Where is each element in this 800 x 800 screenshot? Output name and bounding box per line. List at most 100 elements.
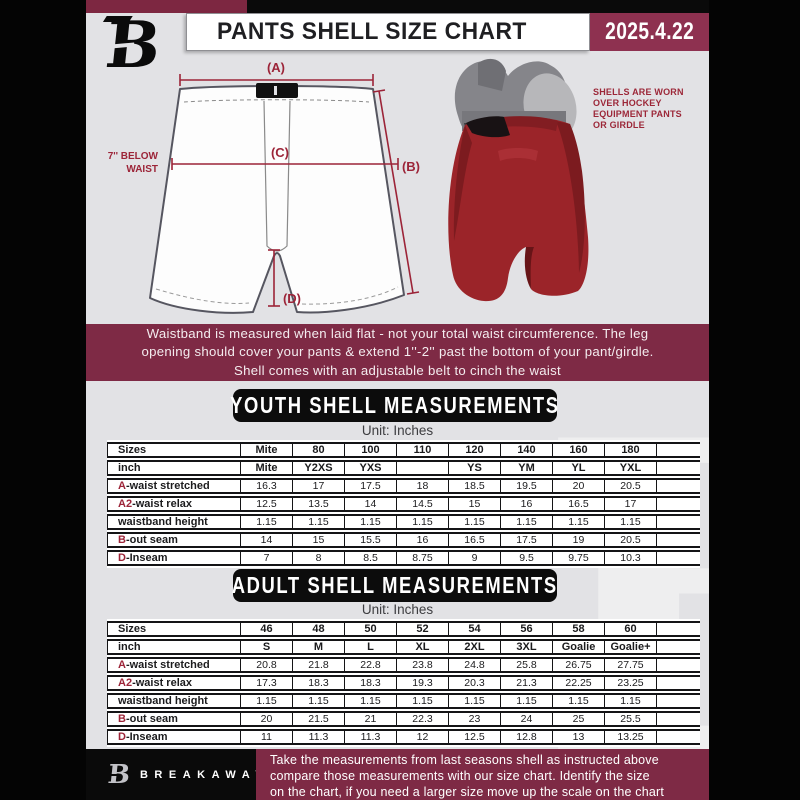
row-stub bbox=[657, 621, 700, 637]
size-cell: 1.15 bbox=[449, 514, 501, 530]
size-cell: 1.15 bbox=[605, 514, 657, 530]
size-cell: 22.8 bbox=[345, 657, 397, 673]
size-cell: 24.8 bbox=[449, 657, 501, 673]
center-panel-line bbox=[263, 100, 291, 252]
row-stub bbox=[657, 550, 700, 566]
top-black-strip bbox=[247, 0, 709, 13]
table-row: B-out seam 14 15 15.5 16 16.5 17.5 19 20.5 bbox=[107, 532, 700, 548]
table-row: inch S M L XL 2XL 3XL Goalie Goalie+ bbox=[107, 639, 700, 655]
size-cell: 17.5 bbox=[501, 532, 553, 548]
size-cell: 13.5 bbox=[293, 496, 345, 512]
size-cell: 100 bbox=[345, 442, 397, 458]
adult-size-table: Sizes 46 48 50 52 54 56 58 60 inch S M L XL 2XL 3XL Goal… bbox=[107, 619, 700, 747]
size-cell: YXS bbox=[345, 460, 397, 476]
row-stub bbox=[657, 532, 700, 548]
notice-line: Waistband is measured when laid flat - n… bbox=[146, 325, 649, 341]
size-cell: 20.8 bbox=[241, 657, 293, 673]
size-cell: 17 bbox=[293, 478, 345, 494]
size-cell: 1.15 bbox=[241, 514, 293, 530]
size-cell: 21.3 bbox=[501, 675, 553, 691]
row-label: Sizes bbox=[107, 442, 241, 458]
size-cell: 14 bbox=[241, 532, 293, 548]
size-cell: 1.15 bbox=[345, 693, 397, 709]
size-cell: 60 bbox=[605, 621, 657, 637]
row-label: A2-waist relax bbox=[107, 496, 241, 512]
adult-banner-text: ADULT SHELL MEASUREMENTS bbox=[232, 572, 558, 598]
size-cell: 7 bbox=[241, 550, 293, 566]
adult-unit-label: Unit: Inches bbox=[361, 602, 434, 617]
row-label: D-Inseam bbox=[107, 550, 241, 566]
size-cell: 17.5 bbox=[345, 478, 397, 494]
size-cell: 15 bbox=[293, 532, 345, 548]
size-cell: 23.25 bbox=[605, 675, 657, 691]
footer-line: Take the measurements from last seasons … bbox=[270, 753, 659, 767]
row-stub bbox=[657, 496, 700, 512]
page-title-box: PANTS SHELL SIZE CHART bbox=[186, 13, 590, 51]
table-row: inch Mite Y2XS YXS YS YM YL YXL bbox=[107, 460, 700, 476]
size-cell: XL bbox=[397, 639, 449, 655]
size-cell: 3XL bbox=[501, 639, 553, 655]
row-label: waistband height bbox=[107, 693, 241, 709]
measure-b-line bbox=[372, 89, 420, 295]
size-cell: 16.5 bbox=[449, 532, 501, 548]
side-note-line: OR GIRDLE bbox=[593, 120, 645, 130]
size-cell: 23 bbox=[449, 711, 501, 727]
size-cell: 9 bbox=[449, 550, 501, 566]
footer-logo-icon: B bbox=[105, 759, 132, 790]
size-cell: 48 bbox=[293, 621, 345, 637]
size-cell bbox=[397, 460, 449, 476]
size-cell: 21.5 bbox=[293, 711, 345, 727]
table-row: A-waist stretched 16.3 17 17.5 18 18.5 19.5 20 2… bbox=[107, 478, 700, 494]
measure-a-label: (A) bbox=[267, 60, 285, 75]
size-cell: 180 bbox=[605, 442, 657, 458]
size-cell: 15.5 bbox=[345, 532, 397, 548]
notice-line: Shell comes with an adjustable belt to c… bbox=[233, 362, 561, 378]
notice-line: opening should cover your pants & extend… bbox=[141, 344, 654, 360]
row-stub bbox=[657, 514, 700, 530]
size-cell: 1.15 bbox=[553, 514, 605, 530]
footer-line: on the chart, if you need a larger size … bbox=[270, 785, 665, 799]
waistband-dashed-line bbox=[183, 99, 370, 103]
size-cell: 52 bbox=[397, 621, 449, 637]
size-cell: 16 bbox=[501, 496, 553, 512]
row-stub bbox=[657, 442, 700, 458]
size-cell: 12.5 bbox=[449, 729, 501, 745]
size-cell: 19 bbox=[553, 532, 605, 548]
page-title: PANTS SHELL SIZE CHART bbox=[217, 18, 527, 45]
footer-brand-name: BREAKAWAY bbox=[139, 768, 269, 781]
size-cell: 80 bbox=[293, 442, 345, 458]
measure-d-label: (D) bbox=[283, 291, 301, 306]
side-note: SHELLS ARE WORN OVER HOCKEY EQUIPMENT PA… bbox=[593, 87, 705, 131]
youth-size-table: Sizes Mite 80 100 110 120 140 160 180 inch Mite Y2X… bbox=[107, 440, 700, 568]
size-cell: 20.5 bbox=[605, 478, 657, 494]
size-cell: 16.5 bbox=[553, 496, 605, 512]
top-maroon-strip bbox=[86, 0, 247, 13]
left-hem-dashed bbox=[155, 288, 250, 304]
size-cell: M bbox=[293, 639, 345, 655]
size-cell: 25.8 bbox=[501, 657, 553, 673]
logo-cap-detail bbox=[102, 16, 133, 22]
below-waist-label-2: WAIST bbox=[126, 164, 158, 175]
shorts-outline bbox=[149, 85, 405, 314]
size-cell: Mite bbox=[241, 442, 293, 458]
size-cell: 12.5 bbox=[241, 496, 293, 512]
table-row: B-out seam 20 21.5 21 22.3 23 24 25 25.5 bbox=[107, 711, 700, 727]
size-cell: 21 bbox=[345, 711, 397, 727]
size-cell: 11.3 bbox=[293, 729, 345, 745]
size-cell: 22.3 bbox=[397, 711, 449, 727]
table-row: A2-waist relax 12.5 13.5 14 14.5 15 16 16.5 17 bbox=[107, 496, 700, 512]
row-stub bbox=[657, 478, 700, 494]
size-cell: 22.25 bbox=[553, 675, 605, 691]
size-cell: 1.15 bbox=[345, 514, 397, 530]
page: B PANTS SHELL SIZE CHART 2025.4.22 bbox=[86, 0, 709, 800]
size-cell: 1.15 bbox=[449, 693, 501, 709]
measure-c-label: (C) bbox=[271, 145, 289, 160]
size-cell: 16 bbox=[397, 532, 449, 548]
size-cell: 26.75 bbox=[553, 657, 605, 673]
size-cell: Y2XS bbox=[293, 460, 345, 476]
row-label: A-waist stretched bbox=[107, 478, 241, 494]
size-cell: 12.8 bbox=[501, 729, 553, 745]
row-label: A2-waist relax bbox=[107, 675, 241, 691]
size-cell: 50 bbox=[345, 621, 397, 637]
row-label: D-Inseam bbox=[107, 729, 241, 745]
